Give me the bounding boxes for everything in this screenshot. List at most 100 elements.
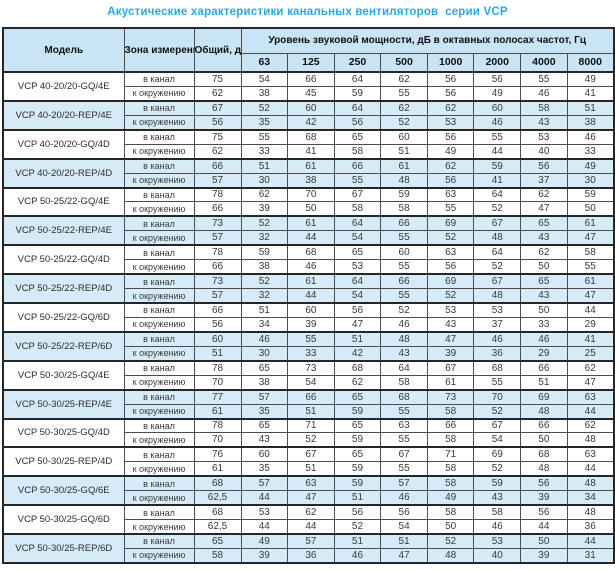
octave-band-value: 68 — [287, 128, 335, 145]
octave-band-value: 41 — [287, 143, 335, 160]
octave-band-value: 55 — [380, 403, 428, 420]
octave-band-value: 44 — [473, 143, 522, 160]
octave-band-value: 43 — [520, 114, 568, 131]
octave-band-value: 49 — [240, 532, 289, 549]
octave-band-value: 47 — [566, 230, 615, 246]
octave-band-value: 52 — [426, 230, 475, 246]
octave-band-value: 44 — [287, 230, 335, 246]
octave-band-value: 64 — [473, 244, 522, 261]
octave-band-value: 46 — [473, 330, 522, 347]
octave-band-value: 61 — [287, 273, 335, 290]
octave-band-value: 66 — [333, 157, 382, 174]
octave-band-value: 51 — [287, 461, 335, 477]
octave-band-value: 48 — [473, 230, 522, 246]
octave-band-value: 55 — [380, 230, 428, 246]
table-row: VCP 50-25/22-REP/4E в канал 73 52 61 64 66 69 67… — [2, 215, 615, 246]
octave-band-value: 40 — [473, 547, 522, 564]
octave-band-value: 51 — [333, 490, 382, 506]
octave-band-value: 64 — [333, 99, 382, 116]
octave-band-value: 55 — [380, 85, 428, 102]
octave-band-value: 68 — [333, 359, 382, 376]
table-row: VCP 50-30/25-GQ/4D в канал 78 65 71 65 63 66 67 6… — [2, 417, 615, 448]
model-name: VCP 40-20/20-GQ/4D — [2, 128, 125, 160]
octave-band-value: 50 — [520, 532, 568, 549]
octave-band-value: 50 — [426, 519, 475, 535]
octave-band-value: 58 — [426, 504, 475, 521]
model-name: VCP 50-25/22-GQ/4E — [2, 186, 125, 217]
octave-band-value: 49 — [473, 85, 522, 102]
octave-band-value: 50 — [520, 259, 568, 275]
octave-band-value: 56 — [520, 475, 568, 492]
octave-band-value: 44 — [566, 403, 615, 420]
octave-band-value: 38 — [240, 85, 289, 102]
total-dba-value: 57 — [193, 230, 242, 246]
total-dba-value: 66 — [193, 157, 242, 174]
measurement-zone-label: к окружению — [123, 519, 195, 535]
octave-band-value: 61 — [380, 157, 428, 174]
octave-band-value: 58 — [426, 461, 475, 477]
octave-band-value: 52 — [473, 201, 522, 217]
octave-band-value: 63 — [426, 186, 475, 203]
octave-band-value: 56 — [333, 114, 382, 131]
octave-band-value: 46 — [520, 330, 568, 347]
octave-band-value: 46 — [380, 490, 428, 506]
octave-band-value: 52 — [426, 532, 475, 549]
octave-band-value: 46 — [333, 547, 382, 564]
octave-band-value: 64 — [333, 70, 382, 87]
octave-band-value: 56 — [333, 504, 382, 521]
total-dba-value: 62 — [193, 85, 242, 102]
total-dba-value: 78 — [193, 244, 242, 261]
octave-band-value: 61 — [287, 157, 335, 174]
octave-band-value: 35 — [240, 114, 289, 131]
octave-band-value: 55 — [426, 201, 475, 217]
octave-band-value: 62 — [520, 186, 568, 203]
octave-band-value: 44 — [240, 490, 289, 506]
octave-band-value: 52 — [473, 259, 522, 275]
octave-band-value: 53 — [333, 259, 382, 275]
octave-band-value: 69 — [473, 446, 522, 463]
octave-band-value: 52 — [287, 432, 335, 448]
table-row: к окружению 62,5 44 47 51 46 49 43 39 34 — [3, 490, 615, 506]
octave-band-value: 37 — [520, 172, 568, 189]
octave-band-value: 44 — [566, 301, 615, 318]
octave-band-value: 50 — [520, 301, 568, 318]
column-header-model: Модель — [2, 27, 125, 73]
model-name: VCP 50-30/25-REP/4E — [2, 388, 125, 419]
octave-band-value: 41 — [566, 330, 615, 347]
octave-band-value: 49 — [426, 490, 475, 506]
octave-band-value: 58 — [426, 432, 475, 448]
table-row: к окружению 61 35 51 59 55 58 52 48 44 — [3, 461, 615, 477]
octave-band-value: 51 — [287, 403, 335, 420]
octave-band-value: 64 — [380, 359, 428, 376]
octave-band-value: 69 — [426, 273, 475, 290]
total-dba-value: 66 — [193, 301, 242, 318]
octave-band-value: 55 — [333, 172, 382, 189]
octave-band-value: 44 — [240, 519, 289, 535]
octave-band-value: 62 — [380, 99, 428, 116]
column-header-freq-1000: 1000 — [426, 52, 475, 73]
table-row: к окружению 70 38 54 62 58 61 55 51 47 — [3, 374, 615, 391]
measurement-zone-label: в канал — [123, 301, 195, 318]
octave-band-value: 47 — [520, 201, 568, 217]
octave-band-value: 71 — [287, 417, 335, 434]
measurement-zone-label: к окружению — [123, 490, 195, 506]
octave-band-value: 29 — [520, 345, 568, 362]
total-dba-value: 62,5 — [193, 490, 242, 506]
octave-band-value: 48 — [380, 330, 428, 347]
table-row: к окружению 56 34 39 47 46 43 37 33 29 — [3, 316, 615, 333]
octave-band-value: 31 — [566, 547, 615, 564]
octave-band-value: 53 — [520, 128, 568, 145]
octave-band-value: 67 — [473, 273, 522, 290]
total-dba-value: 70 — [193, 432, 242, 448]
octave-band-value: 42 — [287, 114, 335, 131]
octave-band-value: 36 — [473, 345, 522, 362]
octave-band-value: 33 — [287, 345, 335, 362]
total-dba-value: 61 — [193, 461, 242, 477]
octave-band-value: 52 — [380, 301, 428, 318]
octave-band-value: 47 — [333, 316, 382, 333]
octave-band-value: 68 — [380, 388, 428, 405]
octave-band-value: 38 — [566, 114, 615, 131]
measurement-zone-label: к окружению — [123, 461, 195, 477]
octave-band-value: 44 — [520, 519, 568, 535]
table-row: VCP 50-30/25-GQ/6E в канал 68 57 63 59 57 58 59 5… — [2, 475, 615, 506]
